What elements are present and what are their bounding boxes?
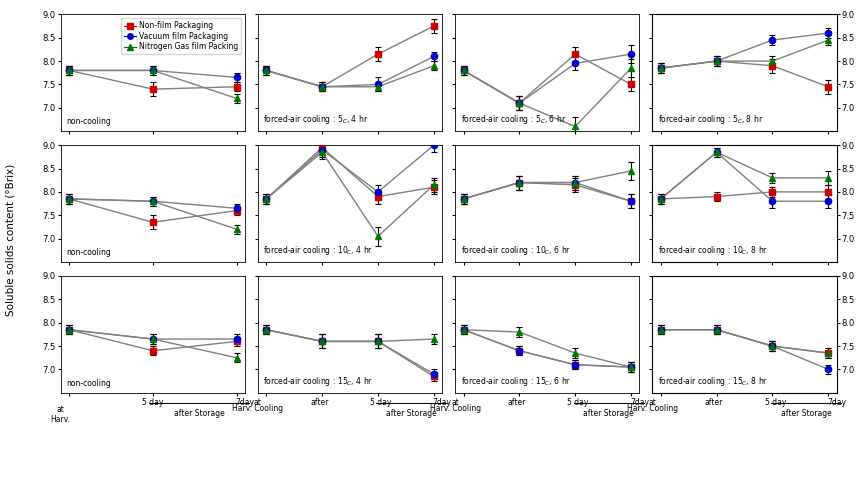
Text: 7day: 7day [433, 398, 452, 407]
Text: after Storage: after Storage [386, 409, 437, 418]
Text: forced-air cooling : 5$_{C}$, 6 hr: forced-air cooling : 5$_{C}$, 6 hr [460, 114, 566, 126]
Text: at: at [254, 398, 262, 407]
Text: 7day: 7day [630, 398, 649, 407]
Text: non-cooling: non-cooling [66, 117, 111, 126]
Text: forced-air cooling : 5$_{C}$, 4 hr: forced-air cooling : 5$_{C}$, 4 hr [264, 114, 368, 126]
Text: forced-air cooling : 15$_{C}$, 8 hr: forced-air cooling : 15$_{C}$, 8 hr [658, 375, 768, 388]
Text: after: after [310, 398, 329, 407]
Text: 5 day: 5 day [370, 398, 392, 407]
Text: after: after [507, 398, 525, 407]
Text: Soluble solids content (°Brix): Soluble solids content (°Brix) [5, 163, 16, 316]
Text: Harv. Cooling: Harv. Cooling [429, 404, 480, 413]
Text: non-cooling: non-cooling [66, 379, 111, 388]
Text: 5 day: 5 day [765, 398, 786, 407]
Text: forced-air cooling : 15$_{C}$, 4 hr: forced-air cooling : 15$_{C}$, 4 hr [264, 375, 374, 388]
Text: at: at [649, 398, 656, 407]
Text: forced-air cooling : 10$_{C}$, 8 hr: forced-air cooling : 10$_{C}$, 8 hr [658, 244, 768, 257]
Text: non-cooling: non-cooling [66, 248, 111, 257]
Legend: Non-film Packaging, Vacuum film Packaging, Nitrogen Gas film Packing: Non-film Packaging, Vacuum film Packagin… [121, 18, 241, 54]
Text: 7day: 7day [827, 398, 846, 407]
Text: forced-air cooling : 10$_{C}$, 6 hr: forced-air cooling : 10$_{C}$, 6 hr [460, 244, 570, 257]
Text: 5 day: 5 day [142, 398, 164, 407]
Text: Harv. Cooling: Harv. Cooling [627, 404, 678, 413]
Text: at
Harv.: at Harv. [50, 405, 71, 424]
Text: after Storage: after Storage [173, 409, 225, 418]
Text: forced-air cooling : 5$_{C}$, 8 hr: forced-air cooling : 5$_{C}$, 8 hr [658, 114, 763, 126]
Text: at: at [451, 398, 459, 407]
Text: Harv. Cooling: Harv. Cooling [232, 404, 284, 413]
Text: forced-air cooling : 10$_{C}$, 4 hr: forced-air cooling : 10$_{C}$, 4 hr [264, 244, 374, 257]
Text: 5 day: 5 day [567, 398, 589, 407]
Text: after Storage: after Storage [583, 409, 634, 418]
Text: after Storage: after Storage [780, 409, 831, 418]
Text: forced-air cooling : 15$_{C}$, 6 hr: forced-air cooling : 15$_{C}$, 6 hr [460, 375, 570, 388]
Text: after: after [705, 398, 723, 407]
Text: 7day: 7day [236, 398, 255, 407]
